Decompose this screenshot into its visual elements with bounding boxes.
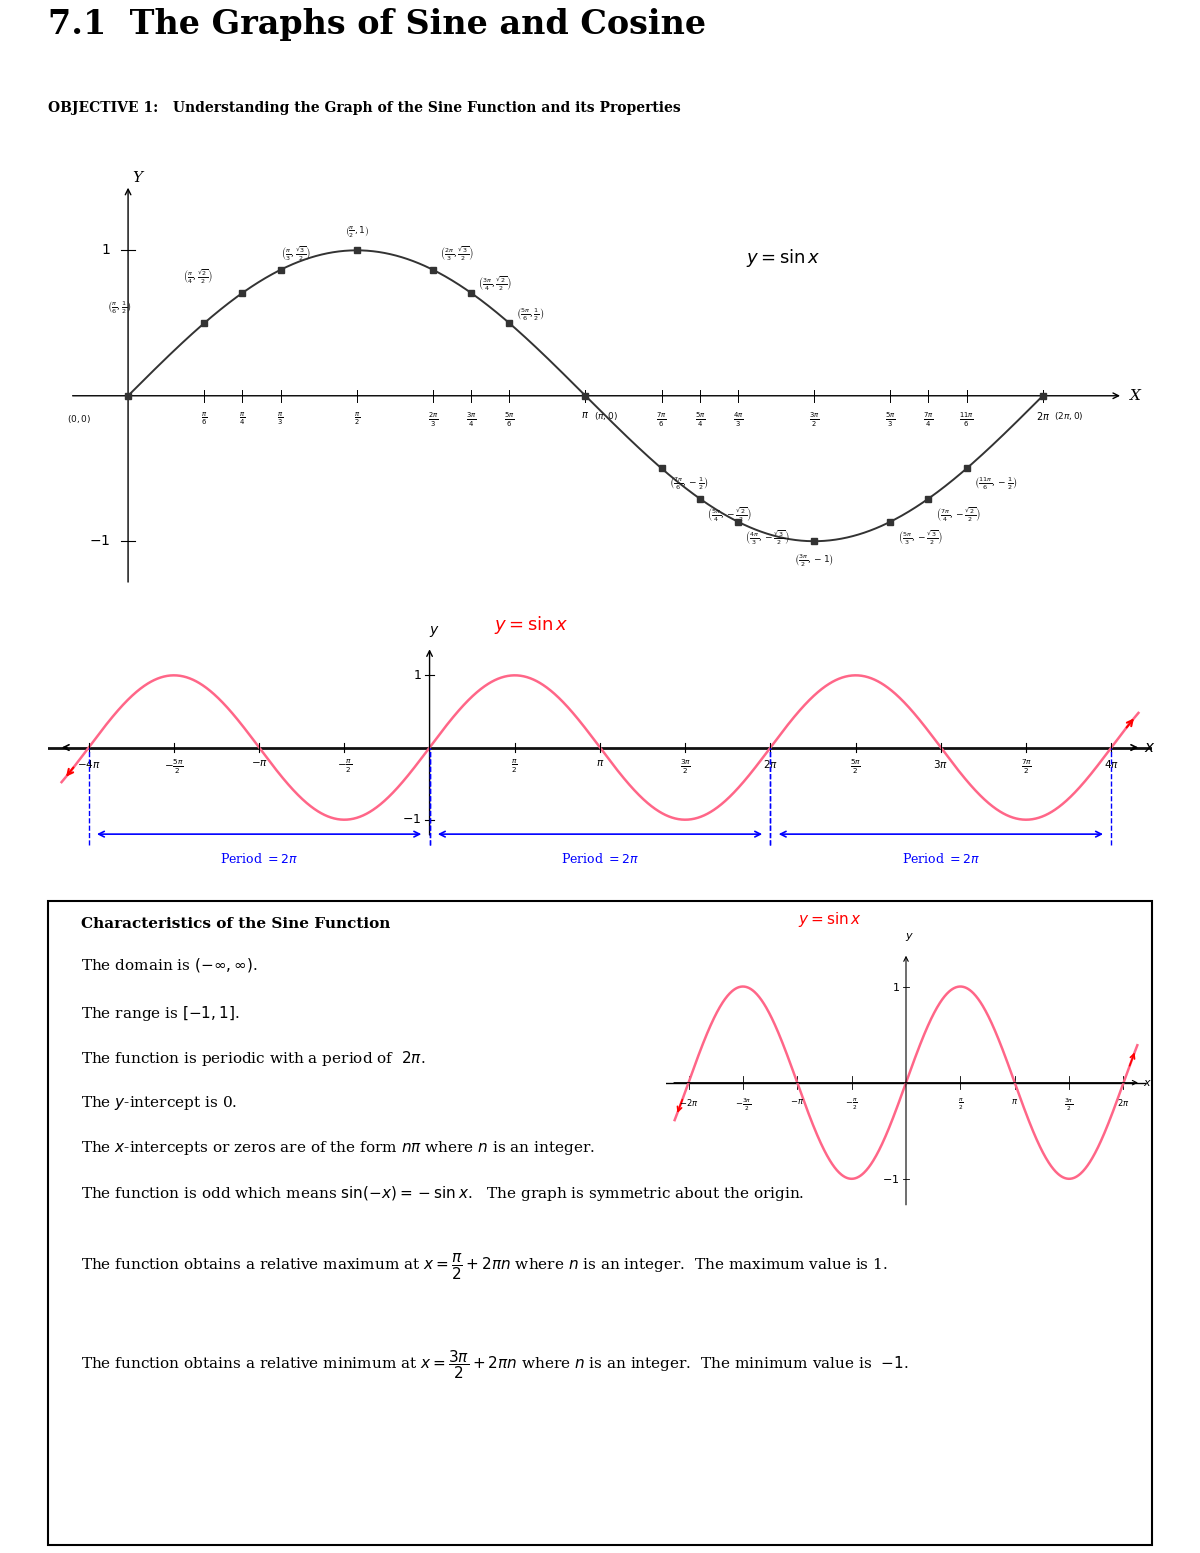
- Text: $4\pi$: $4\pi$: [1104, 758, 1118, 770]
- Text: $y = \sin x$: $y = \sin x$: [745, 247, 821, 269]
- Text: The $y$-intercept is 0.: The $y$-intercept is 0.: [82, 1095, 238, 1112]
- Text: $\frac{3\pi}{2}$: $\frac{3\pi}{2}$: [809, 410, 820, 429]
- Text: The domain is $(-\infty, \infty)$.: The domain is $(-\infty, \infty)$.: [82, 955, 258, 974]
- Text: $\frac{\pi}{2}$: $\frac{\pi}{2}$: [354, 410, 360, 427]
- Text: $\frac{\pi}{2}$: $\frac{\pi}{2}$: [958, 1096, 964, 1112]
- Text: OBJECTIVE 1:   Understanding the Graph of the Sine Function and its Properties: OBJECTIVE 1: Understanding the Graph of …: [48, 101, 680, 115]
- Text: $\frac{7\pi}{2}$: $\frac{7\pi}{2}$: [1020, 758, 1032, 776]
- Text: $\left(\frac{5\pi}{4},-\frac{\sqrt{2}}{2}\right)$: $\left(\frac{5\pi}{4},-\frac{\sqrt{2}}{2…: [707, 506, 752, 525]
- Text: The function is periodic with a period of  $2\pi$.: The function is periodic with a period o…: [82, 1048, 426, 1068]
- Text: $1$: $1$: [413, 669, 421, 682]
- Text: $-1$: $-1$: [89, 534, 110, 548]
- Text: $\left(\frac{3\pi}{2},-1\right)$: $\left(\frac{3\pi}{2},-1\right)$: [794, 553, 834, 570]
- Text: $\pi$: $\pi$: [596, 758, 604, 767]
- Text: $\left(\frac{11\pi}{6},-\frac{1}{2}\right)$: $\left(\frac{11\pi}{6},-\frac{1}{2}\righ…: [974, 475, 1018, 492]
- Text: $\frac{7\pi}{4}$: $\frac{7\pi}{4}$: [923, 410, 934, 429]
- Text: $\frac{11\pi}{6}$: $\frac{11\pi}{6}$: [959, 410, 974, 429]
- Text: $(0,0)$: $(0,0)$: [67, 413, 91, 426]
- Text: $y = \sin x$: $y = \sin x$: [494, 613, 569, 635]
- Text: X: X: [1130, 388, 1141, 402]
- Text: $\frac{4\pi}{3}$: $\frac{4\pi}{3}$: [733, 410, 743, 429]
- Text: $\left(\frac{2\pi}{3},\frac{\sqrt{3}}{2}\right)$: $\left(\frac{2\pi}{3},\frac{\sqrt{3}}{2}…: [440, 244, 474, 262]
- Text: $\frac{5\pi}{4}$: $\frac{5\pi}{4}$: [695, 410, 706, 429]
- Text: Characteristics of the Sine Function: Characteristics of the Sine Function: [82, 916, 390, 930]
- Text: $\frac{\pi}{4}$: $\frac{\pi}{4}$: [239, 410, 246, 427]
- Text: $\left(\frac{\pi}{6},\frac{1}{2}\right)$: $\left(\frac{\pi}{6},\frac{1}{2}\right)$: [107, 300, 132, 315]
- Text: $\left(\frac{\pi}{2},1\right)$: $\left(\frac{\pi}{2},1\right)$: [344, 225, 368, 241]
- Text: $(\pi,0)$: $(\pi,0)$: [594, 410, 618, 422]
- Text: $\pi$: $\pi$: [1012, 1096, 1019, 1106]
- Text: $-1$: $-1$: [402, 814, 421, 826]
- Text: $\left(\frac{\pi}{4},\frac{\sqrt{2}}{2}\right)$: $\left(\frac{\pi}{4},\frac{\sqrt{2}}{2}\…: [184, 267, 214, 286]
- Text: The range is $[-1, 1]$.: The range is $[-1, 1]$.: [82, 1003, 240, 1023]
- Text: $\frac{\pi}{2}$: $\frac{\pi}{2}$: [511, 758, 518, 775]
- Text: $2\pi$: $2\pi$: [763, 758, 778, 770]
- Text: $\frac{7\pi}{6}$: $\frac{7\pi}{6}$: [656, 410, 667, 429]
- Text: Period $= 2\pi$: Period $= 2\pi$: [901, 853, 980, 867]
- Text: $-\pi$: $-\pi$: [251, 758, 268, 767]
- Text: $-\frac{\pi}{2}$: $-\frac{\pi}{2}$: [845, 1096, 858, 1112]
- Text: $\frac{5\pi}{6}$: $\frac{5\pi}{6}$: [504, 410, 515, 429]
- Text: $\frac{\pi}{6}$: $\frac{\pi}{6}$: [202, 410, 208, 427]
- Text: $(2\pi,0)$: $(2\pi,0)$: [1055, 410, 1084, 422]
- Text: $-4\pi$: $-4\pi$: [77, 758, 101, 770]
- Text: $y = \sin x$: $y = \sin x$: [798, 910, 862, 929]
- Text: $\left(\frac{3\pi}{4},\frac{\sqrt{2}}{2}\right)$: $\left(\frac{3\pi}{4},\frac{\sqrt{2}}{2}…: [479, 275, 512, 294]
- Text: Y: Y: [132, 171, 143, 185]
- Text: $y$: $y$: [905, 932, 914, 943]
- Text: $\frac{5\pi}{3}$: $\frac{5\pi}{3}$: [886, 410, 895, 429]
- Text: $\pi$: $\pi$: [582, 410, 589, 421]
- Text: $\frac{3\pi}{2}$: $\frac{3\pi}{2}$: [1064, 1096, 1074, 1114]
- Text: $-\frac{3\pi}{2}$: $-\frac{3\pi}{2}$: [734, 1096, 751, 1114]
- Text: $2\pi$: $2\pi$: [1117, 1096, 1129, 1109]
- Text: $\left(\frac{4\pi}{3},-\frac{\sqrt{3}}{2}\right)$: $\left(\frac{4\pi}{3},-\frac{\sqrt{3}}{2…: [745, 530, 791, 547]
- Text: $\left(\frac{7\pi}{6},-\frac{1}{2}\right)$: $\left(\frac{7\pi}{6},-\frac{1}{2}\right…: [668, 475, 708, 492]
- Text: $1$: $1$: [101, 244, 110, 258]
- Text: 7.1  The Graphs of Sine and Cosine: 7.1 The Graphs of Sine and Cosine: [48, 8, 706, 40]
- Text: The function is odd which means $\sin(-x) = -\sin x$.   The graph is symmetric a: The function is odd which means $\sin(-x…: [82, 1185, 804, 1204]
- Text: $\frac{\pi}{3}$: $\frac{\pi}{3}$: [277, 410, 283, 427]
- Text: $\frac{3\pi}{4}$: $\frac{3\pi}{4}$: [466, 410, 476, 429]
- Text: $2\pi$: $2\pi$: [1036, 410, 1050, 422]
- Text: The $x$-intercepts or zeros are of the form $n\pi$ where $n$ is an integer.: The $x$-intercepts or zeros are of the f…: [82, 1140, 595, 1157]
- Text: $-\frac{\pi}{2}$: $-\frac{\pi}{2}$: [337, 758, 352, 775]
- Text: $x$: $x$: [1142, 1078, 1152, 1087]
- Text: The function obtains a relative maximum at $x = \dfrac{\pi}{2} + 2\pi n$ where $: The function obtains a relative maximum …: [82, 1252, 888, 1281]
- Text: $x$: $x$: [1144, 741, 1156, 755]
- Text: $\frac{5\pi}{2}$: $\frac{5\pi}{2}$: [850, 758, 862, 776]
- Text: $-2\pi$: $-2\pi$: [679, 1096, 698, 1109]
- Text: $-1$: $-1$: [882, 1173, 900, 1185]
- Text: $-\frac{5\pi}{2}$: $-\frac{5\pi}{2}$: [164, 758, 184, 776]
- Text: $3\pi$: $3\pi$: [934, 758, 948, 770]
- Text: $\left(\frac{\pi}{3},\frac{\sqrt{3}}{2}\right)$: $\left(\frac{\pi}{3},\frac{\sqrt{3}}{2}\…: [281, 244, 311, 262]
- Text: $\left(\frac{5\pi}{3},-\frac{\sqrt{3}}{2}\right)$: $\left(\frac{5\pi}{3},-\frac{\sqrt{3}}{2…: [898, 530, 943, 547]
- Text: $-\pi$: $-\pi$: [790, 1096, 804, 1106]
- Text: $\left(\frac{7\pi}{4},-\frac{\sqrt{2}}{2}\right)$: $\left(\frac{7\pi}{4},-\frac{\sqrt{2}}{2…: [936, 506, 980, 525]
- Text: $y$: $y$: [428, 624, 439, 640]
- Text: $1$: $1$: [892, 980, 900, 992]
- Text: $\left(\frac{5\pi}{6},\frac{1}{2}\right)$: $\left(\frac{5\pi}{6},\frac{1}{2}\right)…: [516, 306, 545, 323]
- Text: $\frac{2\pi}{3}$: $\frac{2\pi}{3}$: [427, 410, 438, 429]
- Text: Period $= 2\pi$: Period $= 2\pi$: [560, 853, 640, 867]
- Text: $\frac{3\pi}{2}$: $\frac{3\pi}{2}$: [679, 758, 691, 776]
- Text: The function obtains a relative minimum at $x = \dfrac{3\pi}{2} + 2\pi n$ where : The function obtains a relative minimum …: [82, 1348, 908, 1382]
- Text: Period $= 2\pi$: Period $= 2\pi$: [220, 853, 299, 867]
